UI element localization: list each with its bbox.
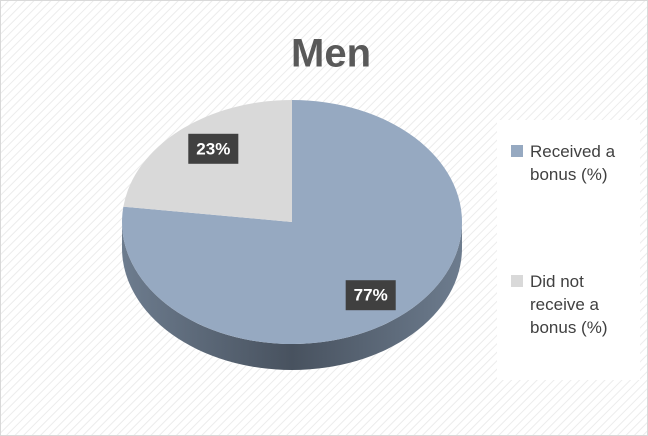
pie: 77% 23%	[121, 100, 463, 370]
chart-title: Men	[291, 32, 371, 76]
pie-side	[122, 222, 462, 370]
legend-label: Did not receive a bonus (%)	[530, 272, 608, 337]
data-label-box	[188, 133, 239, 164]
legend: Received a bonus (%) Did not receive a bo…	[497, 120, 640, 380]
data-label: 77%	[354, 286, 388, 305]
legend-label: Received a bonus (%)	[530, 142, 616, 184]
data-label: 23%	[196, 139, 230, 158]
legend-entry: Received a bonus (%)	[511, 140, 636, 186]
legend-swatch	[511, 145, 523, 157]
legend-swatch	[511, 275, 523, 287]
data-label-box	[345, 280, 396, 311]
legend-entry: Did not receive a bonus (%)	[511, 270, 636, 339]
